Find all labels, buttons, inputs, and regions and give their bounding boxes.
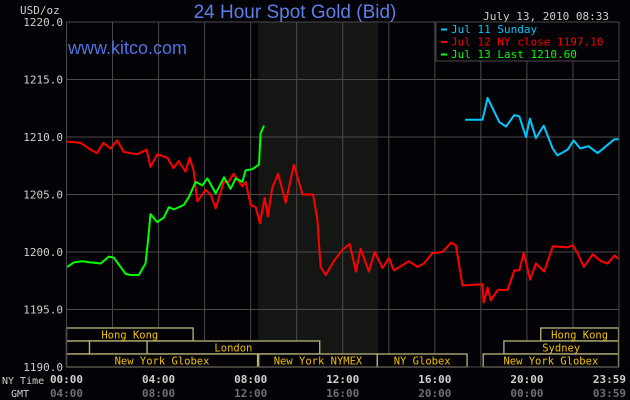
- legend-box: [435, 21, 620, 62]
- x-tick-label-gmt: 08:00: [142, 387, 175, 400]
- session-label: Hong Kong: [551, 330, 608, 342]
- x-tick-label-ny: 23:59: [593, 373, 626, 386]
- session-box: [88, 340, 148, 355]
- watermark: www.kitco.com: [67, 38, 187, 58]
- x-tick-label-ny: 08:00: [234, 373, 267, 386]
- session-box: [65, 340, 91, 355]
- ny-time-label: NY Time: [2, 376, 44, 387]
- x-tick-label-gmt: 16:00: [326, 387, 359, 400]
- legend-entry: Jul 11 Sunday: [451, 23, 537, 36]
- y-axis-unit: USD/oz: [20, 4, 60, 17]
- session-label: Sydney: [542, 343, 580, 355]
- x-tick-label-gmt: 04:00: [50, 387, 83, 400]
- series-lines: [66, 96, 620, 304]
- y-tick-label: 1210.0: [23, 131, 63, 144]
- chart-title: 24 Hour Spot Gold (Bid): [194, 2, 397, 23]
- session-label: London: [214, 343, 252, 355]
- y-tick-label: 1195.0: [23, 304, 63, 317]
- x-tick-label-ny: 00:00: [50, 373, 83, 386]
- session-label: New York Globex: [115, 356, 210, 368]
- session-label: Hong Kong: [101, 330, 158, 342]
- y-tick-label: 1190.0: [23, 361, 63, 374]
- y-tick-labels: 1220.0 1215.0 1210.0 1205.0 1200.0 1195.0 1190…: [23, 16, 63, 374]
- series-line: [67, 139, 620, 304]
- legend-entry: Jul 12 NY close 1197.10: [451, 36, 603, 49]
- timestamp: July 13, 2010 08:33: [483, 10, 609, 23]
- x-tick-label-ny: 12:00: [326, 373, 359, 386]
- gridlines: [66, 22, 619, 367]
- x-tick-labels: 00:0004:0004:0008:0008:0012:0012:0016:00…: [50, 373, 626, 400]
- y-tick-label: 1205.0: [23, 189, 63, 202]
- y-tick-label: 1215.0: [23, 74, 63, 87]
- y-tick-label: 1220.0: [23, 16, 63, 29]
- y-tick-label: 1200.0: [23, 246, 63, 259]
- x-tick-label-ny: 04:00: [142, 373, 175, 386]
- series-line: [66, 125, 265, 276]
- legend-entry: Jul 13 Last 1210.60: [451, 48, 577, 61]
- x-tick-label-ny: 16:00: [418, 373, 451, 386]
- session-label: New York NYMEX: [274, 356, 363, 368]
- plot-frame: [66, 21, 620, 368]
- x-tick-label-gmt: 20:00: [418, 387, 451, 400]
- x-tick-label-ny: 20:00: [510, 373, 543, 386]
- x-tick-label-gmt: 03:59: [593, 387, 626, 400]
- session-label: NY Globex: [394, 356, 451, 368]
- series-line: [465, 96, 619, 157]
- x-tick-label-gmt: 12:00: [234, 387, 267, 400]
- gmt-label: GMT: [11, 389, 29, 400]
- session-label: New York Globex: [503, 356, 598, 368]
- x-tick-label-gmt: 00:00: [510, 387, 543, 400]
